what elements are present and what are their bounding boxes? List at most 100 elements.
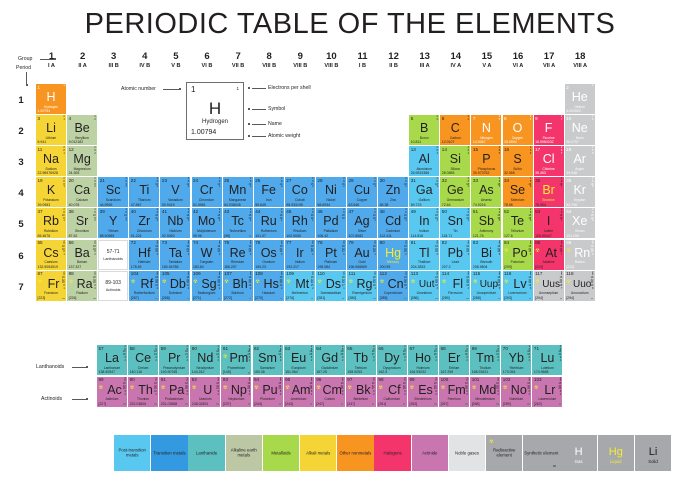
element-cell-ne[interactable]: 10 2 8 Ne Neon 20.1797 [564,115,595,146]
element-cell-ir[interactable]: 77 2 8 18 32 15 2 Ir Iridium 192.217 [284,239,315,270]
element-cell-cs[interactable]: 55 2 8 18 18 8 1 Cs Caesium 132.9054519 [36,239,66,270]
element-cell-sr[interactable]: 38 2 8 18 8 2 Sr Strontium 87.62 [67,208,98,239]
element-cell-ti[interactable]: 22 2 8 10 2 Ti Titanium 47.867 [129,177,160,208]
element-cell-ga[interactable]: 31 2 8 18 3 Ga Gallium 69.723 [409,177,440,208]
element-cell-uuo[interactable]: 118 2 8 18 32 32 18 8 ☢ Uuo Ununoctium [294] [564,270,595,301]
element-cell-au[interactable]: 79 2 8 18 32 18 1 Au Gold 196.966569 [347,239,377,270]
element-cell-am[interactable]: 95 2 8 18 32 25 8 2 ☢ Am Americium [243] [283,376,314,407]
element-cell-he[interactable]: 2 2 He Helium 4.002602 [564,84,595,114]
element-cell-ge[interactable]: 32 2 8 18 4 Ge Germanium 72.64 [440,177,471,208]
element-cell-at[interactable]: 85 2 8 18 32 18 7 ☢ At Astatine [210] [533,239,564,270]
element-cell-o[interactable]: 8 2 6 O Oxygen 15.9994 [502,115,533,146]
element-cell-ce[interactable]: 58 2 8 18 19 9 2 Ce Cerium 140.116 [128,345,159,375]
element-cell-fl[interactable]: 114 2 8 18 32 32 18 4 ☢ Fl Flerovium [289] [440,270,471,301]
element-cell-i[interactable]: 53 2 8 18 18 7 I Iodine 126.90447 [533,208,564,239]
element-cell-fr[interactable]: 87 2 8 18 32 18 8 1 ☢ Fr Francium [223] [36,270,66,301]
legend-item-radioactive-element[interactable]: ☢ Radioactive element [486,435,523,471]
element-cell-la[interactable]: 57 2 8 18 18 9 2 La Lanthanum 138.90547 [97,345,127,375]
element-cell-np[interactable]: 93 2 8 18 32 22 9 2 ☢ Np Neptunium [237] [221,376,252,407]
element-cell-os[interactable]: 76 2 8 18 32 14 2 Os Osmium 190.23 [253,239,284,270]
element-cell-po[interactable]: 84 2 8 18 32 18 6 ☢ Po Polonium [209] [502,239,533,270]
element-cell-s[interactable]: 16 2 8 6 S Sulfur 32.065 [502,146,533,177]
legend-item-transition-metals[interactable]: Transition metals [151,435,188,471]
element-cell-ta[interactable]: 73 2 8 18 32 11 2 Ta Tantalum 180.94788 [160,239,191,270]
element-cell-f[interactable]: 9 2 7 F Fluorine 18.9984032 [533,115,564,146]
element-cell-pm[interactable]: 61 2 8 18 23 8 2 ☢ Pm Promethium [145] [221,345,252,375]
element-cell-tb[interactable]: 65 2 8 18 27 8 2 Tb Terbium 158.9253 [345,345,376,375]
element-cell-mg[interactable]: 12 2 8 2 Mg Magnesium 24.305 [67,146,98,177]
element-cell-na[interactable]: 11 2 8 1 Na Sodium 22.98976928 [36,146,66,177]
element-cell-cm[interactable]: 96 2 8 18 32 25 9 2 ☢ Cm Curium [247] [314,376,345,407]
legend-item-halogens[interactable]: Halogens [374,435,411,471]
element-cell-pd[interactable]: 46 2 8 18 18 Pd Palladium 106.42 [315,208,346,239]
element-cell-sm[interactable]: 62 2 8 18 24 8 2 Sm Samarium 150.36 [252,345,283,375]
element-cell-ar[interactable]: 18 2 8 8 Ar Argon 39.948 [564,146,595,177]
element-cell-cf[interactable]: 98 2 8 18 32 28 8 2 ☢ Cf Californium [251] [376,376,407,407]
element-cell-p[interactable]: 15 2 8 5 P Phosphorus 30.973762 [471,146,502,177]
element-cell-ds[interactable]: 110 2 8 18 32 32 17 1 ☢ Ds Darmstadtium [281] [315,270,346,301]
element-cell-cn[interactable]: 112 2 8 18 32 32 18 2 ☢ Cn Copernicium [285] [378,270,409,301]
element-cell-pa[interactable]: 91 2 8 18 32 20 9 2 ☢ Pa Protactinium 231.03588 [159,376,190,407]
element-cell-sb[interactable]: 51 2 8 18 18 5 Sb Antimony 121.76 [471,208,502,239]
element-cell-re[interactable]: 75 2 8 18 32 13 2 Re Rhenium 186.207 [222,239,253,270]
element-cell-er[interactable]: 68 2 8 18 30 8 2 Er Erbium 167.259 [439,345,470,375]
element-cell-tc[interactable]: 43 2 8 18 13 2 Tc Technetium [98] [222,208,253,239]
element-cell-hg[interactable]: 80 2 8 18 32 18 2 Hg Mercury 200.59 [378,239,409,270]
element-cell-bh[interactable]: 107 2 8 18 32 32 13 2 ☢ Bh Bohrium [272] [222,270,253,301]
element-cell-mo[interactable]: 42 2 8 18 13 1 Mo Molybdenum 95.96 [191,208,222,239]
placeholder-cell-89-103[interactable]: 89-103 Actinoids [98,270,129,301]
element-cell-sn[interactable]: 50 2 8 18 18 4 Sn Tin 118.71 [440,208,471,239]
element-cell-ho[interactable]: 67 2 8 18 29 8 2 Ho Holmium 164.93032 [408,345,438,375]
element-cell-sc[interactable]: 21 2 8 9 2 Sc Scandium 44.9559 [98,177,129,208]
element-cell-lv[interactable]: 116 2 8 18 32 32 18 6 ☢ Lv Livermorium [293] [502,270,533,301]
element-cell-cu[interactable]: 29 2 8 18 1 Cu Copper 63.546 [347,177,377,208]
element-cell-xe[interactable]: 54 2 8 18 18 8 Xe Xenon 131.293 [564,208,595,239]
element-cell-al[interactable]: 13 2 8 3 Al Aluminium 26.9815386 [409,146,440,177]
legend-item-other-nonmetals[interactable]: Other nonmetals [337,435,374,471]
element-cell-v[interactable]: 23 2 8 11 2 V Vanadium 50.9415 [160,177,191,208]
legend-item-actinide[interactable]: Actinide [411,435,448,471]
element-cell-ag[interactable]: 47 2 8 18 18 1 Ag Silver 107.8682 [347,208,377,239]
element-cell-rb[interactable]: 37 2 8 18 8 1 Rb Rubidium 85.4678 [36,208,66,239]
element-cell-md[interactable]: 101 2 8 18 32 31 8 2 ☢ Md Mendelevium [258] [470,376,501,407]
element-cell-th[interactable]: 90 2 8 18 32 18 10 2 ☢ Th Thorium 232.03806 [128,376,159,407]
element-cell-fm[interactable]: 100 2 8 18 32 30 8 2 ☢ Fm Fermium [257] [439,376,470,407]
element-cell-ba[interactable]: 56 2 8 18 18 8 2 Ba Barium 137.327 [67,239,98,270]
legend-item-metalloids[interactable]: Metalloids [262,435,300,471]
legend-item-solid[interactable]: Li Solid [634,435,672,471]
element-cell-hs[interactable]: 108 2 8 18 32 32 14 2 ☢ Hs Hassium [270] [253,270,284,301]
legend-item-synthetic-element[interactable]: Synthetic element [523,435,560,471]
element-cell-br[interactable]: 35 2 8 18 7 Br Bromine 79.904 [533,177,564,208]
element-cell-uut[interactable]: 113 2 8 18 32 32 18 3 ☢ Uut Ununtrium [286] [409,270,440,301]
element-cell-cd[interactable]: 48 2 8 18 18 2 Cd Cadmium 112.411 [378,208,409,239]
element-cell-rf[interactable]: 104 2 8 18 32 32 10 2 ☢ Rf Rutherfordium [267] [129,270,160,301]
legend-item-alkali-metals[interactable]: Alkali metals [300,435,337,471]
element-cell-kr[interactable]: 36 2 8 18 8 Kr Krypton 83.798 [564,177,595,208]
legend-item-lanthanide[interactable]: Lanthanide [188,435,225,471]
element-cell-u[interactable]: 92 2 8 18 32 21 9 2 ☢ U Uranium 238.02891 [190,376,221,407]
element-cell-mt[interactable]: 109 2 8 18 32 32 15 2 ☢ Mt Meitnerium [276] [284,270,315,301]
element-cell-ru[interactable]: 44 2 8 18 15 1 Ru Ruthenium 101.07 [253,208,284,239]
legend-item-noble-gases[interactable]: Noble gases [448,435,486,471]
element-cell-in[interactable]: 49 2 8 18 18 3 In Indium 114.818 [409,208,440,239]
element-cell-ac[interactable]: 89 2 8 18 32 18 9 2 ☢ Ac Actinium [227] [97,376,127,407]
element-cell-se[interactable]: 34 2 8 18 6 Se Selenium 78.96 [502,177,533,208]
element-cell-tl[interactable]: 81 2 8 18 32 18 3 Tl Thallium 204.3833 [409,239,440,270]
element-cell-bi[interactable]: 83 2 8 18 32 18 5 Bi Bismuth 208.9804 [471,239,502,270]
element-cell-eu[interactable]: 63 2 8 18 25 8 2 Eu Europium 151.964 [283,345,314,375]
element-cell-nb[interactable]: 41 2 8 18 12 1 Nb Niobium 92.9063 [160,208,191,239]
element-cell-rg[interactable]: 111 2 8 18 32 32 18 1 ☢ Rg Roentgenium [280] [347,270,377,301]
element-cell-li[interactable]: 3 2 1 Li Lithium 6.941 [36,115,66,146]
element-cell-cl[interactable]: 17 2 8 7 Cl Chlorine 35.453 [533,146,564,177]
element-cell-uup[interactable]: 115 2 8 18 32 32 18 5 ☢ Uup Ununpentium [288] [471,270,502,301]
element-cell-sg[interactable]: 106 2 8 18 32 32 12 2 ☢ Sg Seaborgium [271] [191,270,222,301]
element-cell-fe[interactable]: 26 2 8 14 2 Fe Iron 55.845 [253,177,284,208]
element-cell-bk[interactable]: 97 2 8 18 32 27 8 2 ☢ Bk Berkelium [247] [345,376,376,407]
element-cell-hf[interactable]: 72 2 8 18 32 10 2 Hf Hafnium 178.49 [129,239,160,270]
element-cell-si[interactable]: 14 2 8 4 Si Silicon 28.0855 [440,146,471,177]
element-cell-rn[interactable]: 86 2 8 18 32 18 8 ☢ Rn Radon [222] [564,239,595,270]
element-cell-mn[interactable]: 25 2 8 13 2 Mn Manganese 54.938045 [222,177,253,208]
element-cell-y[interactable]: 39 2 8 18 9 2 Y Yttrium 88.90585 [98,208,129,239]
element-cell-db[interactable]: 105 2 8 18 32 32 11 2 ☢ Db Dubnium [268] [160,270,191,301]
element-cell-uus[interactable]: 117 2 8 18 32 32 18 7 ☢ Uus Ununseptium [294] [533,270,564,301]
